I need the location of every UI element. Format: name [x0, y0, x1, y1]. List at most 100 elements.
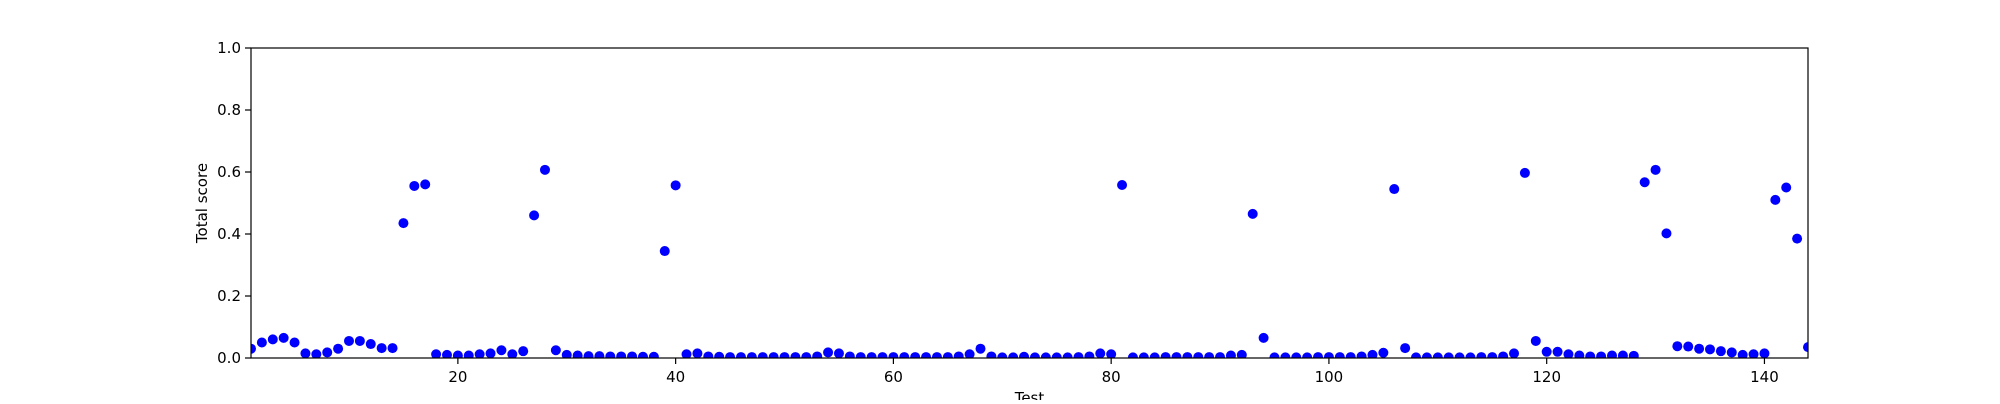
data-point	[866, 352, 877, 358]
data-point	[1138, 352, 1149, 358]
data-point	[1193, 352, 1204, 358]
data-point	[1182, 352, 1193, 358]
data-point	[1062, 352, 1073, 358]
data-point	[398, 218, 409, 229]
data-point	[768, 352, 779, 358]
data-point	[1694, 343, 1705, 354]
data-point	[1247, 208, 1258, 219]
x-tick-label: 80	[1102, 368, 1121, 386]
data-point	[561, 349, 572, 358]
data-point	[670, 180, 681, 191]
data-point	[714, 351, 725, 358]
data-point	[485, 348, 496, 358]
data-point	[1574, 350, 1585, 358]
data-point	[387, 343, 398, 354]
data-point	[1607, 350, 1618, 358]
data-point	[1400, 343, 1411, 354]
data-point	[746, 352, 757, 358]
data-point	[1465, 352, 1476, 358]
data-point	[1291, 352, 1302, 358]
data-point	[1204, 352, 1215, 358]
data-point	[616, 351, 627, 358]
data-point	[376, 343, 387, 354]
data-point	[1019, 351, 1030, 358]
data-point	[1084, 351, 1095, 358]
y-axis-ticks: 0.0 0.2 0.4 0.6 0.8 1.0	[217, 39, 251, 367]
x-tick-label: 20	[448, 368, 467, 386]
data-point	[1356, 351, 1367, 358]
data-point	[333, 343, 344, 354]
data-point	[1530, 335, 1541, 346]
data-point	[997, 352, 1008, 358]
data-point	[1411, 352, 1422, 358]
data-point	[692, 348, 703, 358]
data-point	[1378, 347, 1389, 358]
data-point	[441, 349, 452, 358]
y-tick-label: 0.2	[217, 287, 241, 305]
data-point	[1215, 352, 1226, 358]
x-tick-label: 120	[1532, 368, 1561, 386]
data-point	[1051, 352, 1062, 358]
data-point	[322, 347, 333, 358]
data-point	[681, 349, 692, 358]
data-point	[1541, 346, 1552, 357]
data-point	[1628, 350, 1639, 358]
data-point	[1683, 341, 1694, 352]
data-point	[888, 352, 899, 358]
data-point	[833, 348, 844, 358]
data-point	[572, 350, 583, 358]
data-point	[1563, 349, 1574, 358]
data-point	[1389, 184, 1400, 195]
data-point	[1705, 344, 1716, 355]
data-point	[1367, 349, 1378, 358]
data-point	[529, 210, 540, 221]
data-point	[899, 352, 910, 358]
data-point	[1519, 167, 1530, 178]
data-point	[823, 347, 834, 358]
data-point	[1770, 194, 1781, 205]
data-point	[1095, 348, 1106, 358]
data-point	[1323, 352, 1334, 358]
data-point	[1803, 342, 1808, 353]
data-point	[703, 351, 714, 358]
data-point	[1225, 350, 1236, 358]
data-point	[790, 352, 801, 358]
data-point	[365, 339, 376, 350]
data-point	[855, 352, 866, 358]
data-point	[1552, 346, 1563, 357]
data-point	[1487, 352, 1498, 358]
data-point	[251, 343, 256, 354]
data-point	[1040, 352, 1051, 358]
data-point	[300, 348, 311, 358]
data-point	[550, 345, 561, 356]
data-point	[1117, 180, 1128, 191]
data-point	[659, 246, 670, 257]
data-point	[975, 343, 986, 354]
data-point	[1171, 352, 1182, 358]
x-tick-label: 40	[666, 368, 685, 386]
x-tick-label: 100	[1315, 368, 1344, 386]
data-point	[1421, 352, 1432, 358]
data-point	[1672, 341, 1683, 352]
data-point	[648, 351, 659, 358]
data-point	[1280, 352, 1291, 358]
data-point	[1334, 352, 1345, 358]
data-point	[1008, 352, 1019, 358]
data-point	[1759, 348, 1770, 358]
data-point	[627, 351, 638, 358]
data-point	[1345, 352, 1356, 358]
data-point	[1509, 348, 1520, 358]
data-point	[1715, 346, 1726, 357]
data-point	[1726, 347, 1737, 358]
data-point	[1432, 352, 1443, 358]
data-point	[757, 352, 768, 358]
data-point	[637, 351, 648, 358]
data-point	[539, 164, 550, 175]
data-point	[1269, 352, 1280, 358]
data-point	[267, 334, 278, 345]
data-point	[311, 349, 322, 358]
data-point	[1443, 352, 1454, 358]
data-point	[1029, 352, 1040, 358]
data-point	[1792, 233, 1803, 244]
data-point	[1639, 177, 1650, 188]
